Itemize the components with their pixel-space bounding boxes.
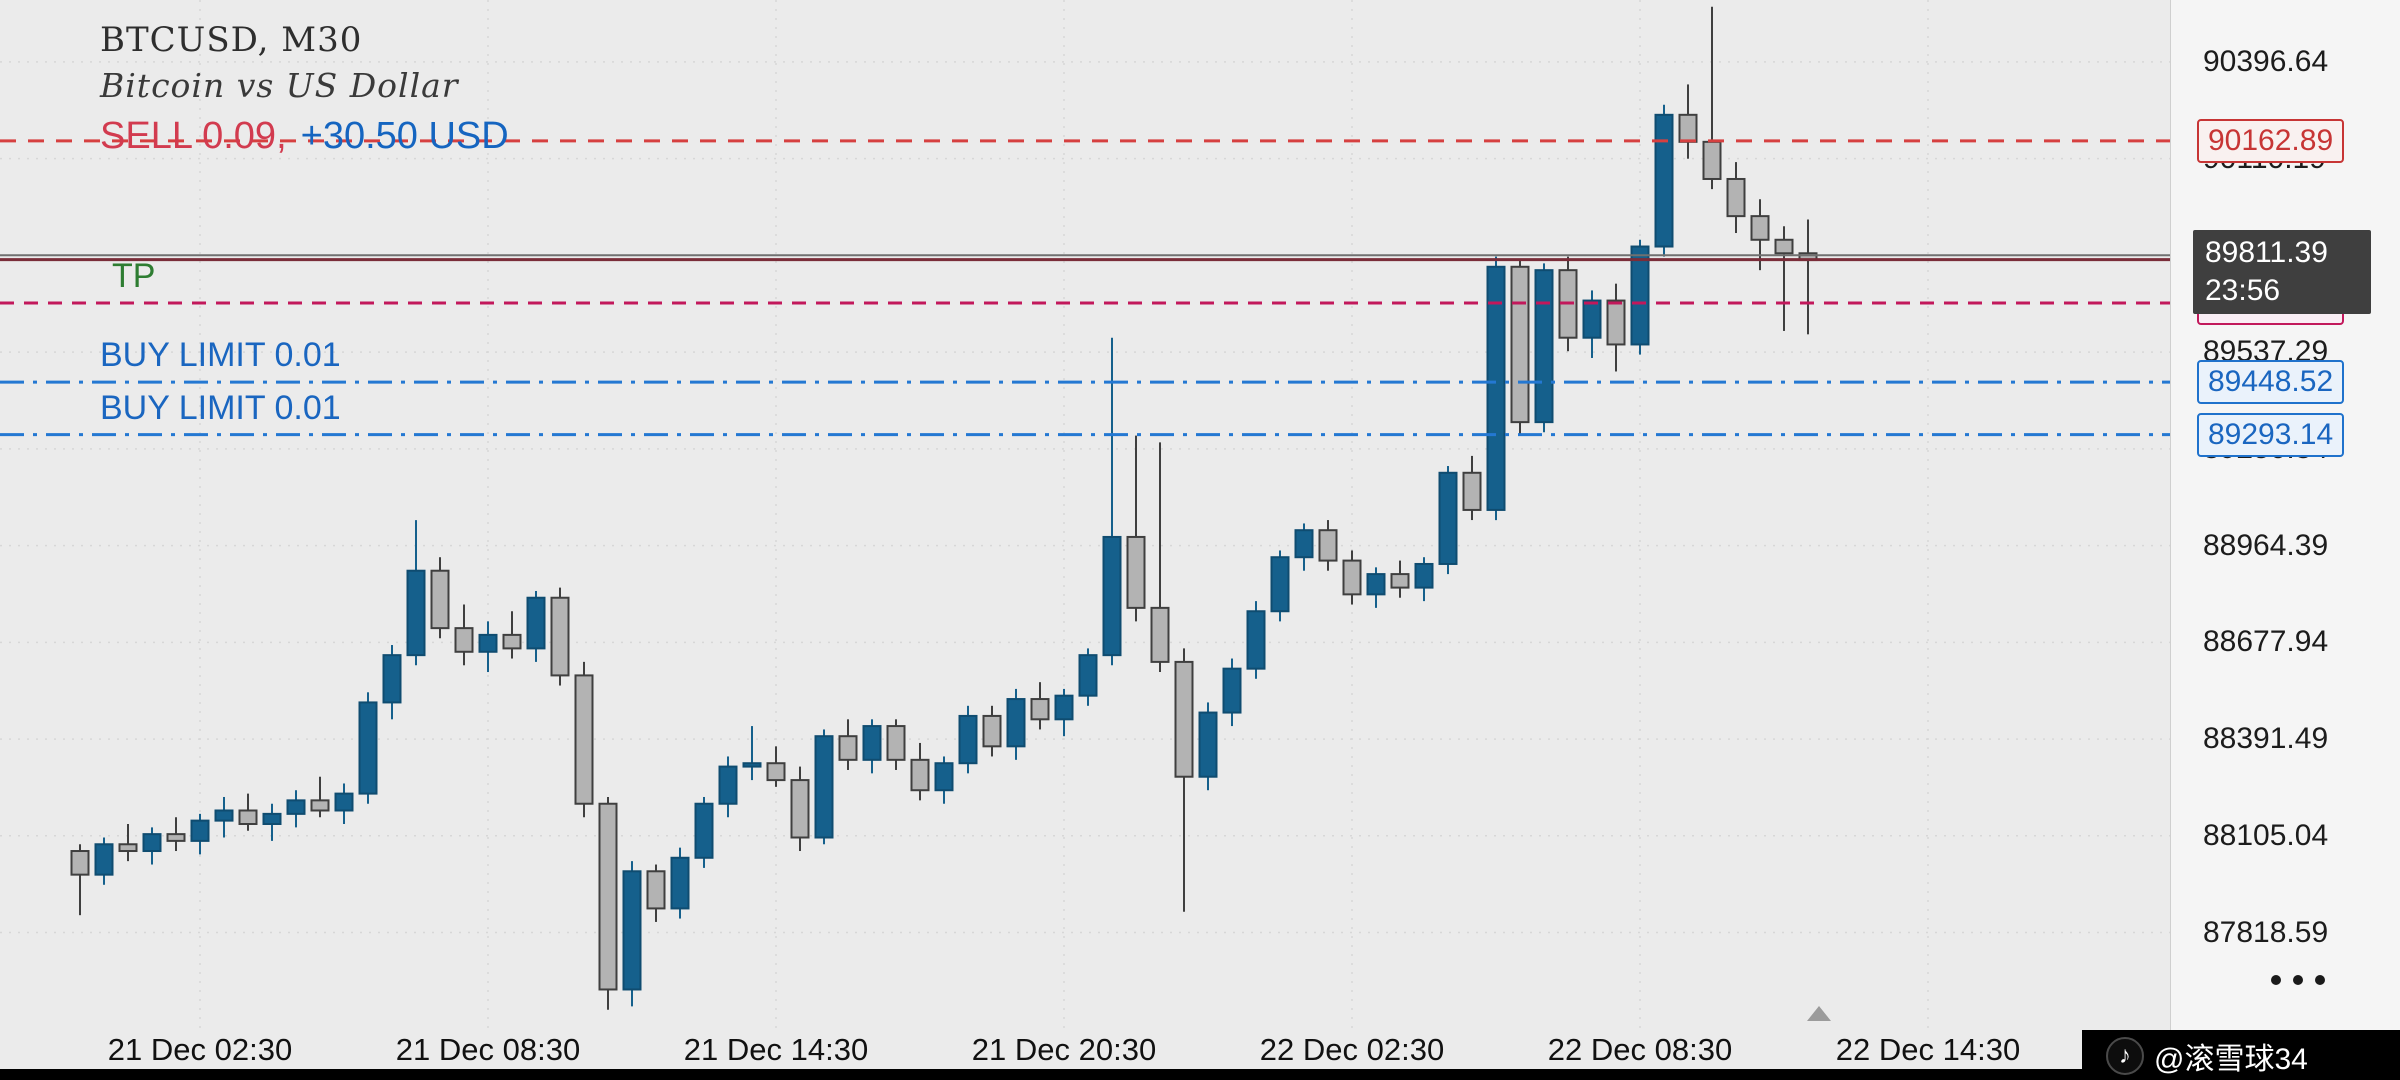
y-axis-label: 88105.04 bbox=[2203, 818, 2329, 852]
x-axis-label: 21 Dec 02:30 bbox=[107, 1032, 293, 1067]
position-side-volume: SELL 0.09, bbox=[100, 115, 287, 157]
x-axis-label: 21 Dec 14:30 bbox=[683, 1032, 869, 1067]
watermark-text: @滚雪球34 bbox=[2154, 1043, 2308, 1076]
buy-limit-2-label[interactable]: BUY LIMIT 0.01 bbox=[100, 388, 341, 427]
position-profit: +30.50 USD bbox=[300, 115, 509, 157]
y-axis-label: 88677.94 bbox=[2203, 625, 2329, 659]
tp-line-label[interactable]: TP bbox=[112, 257, 156, 296]
time-axis[interactable]: 21 Dec 02:30 21 Dec 08:30 21 Dec 14:30 21 D… bbox=[0, 1032, 2170, 1070]
y-axis-label: 88391.49 bbox=[2203, 722, 2329, 756]
symbol-title: BTCUSD, M30 bbox=[100, 20, 363, 60]
sell-open-price-badge: 90162.89 bbox=[2197, 118, 2345, 163]
y-axis-label: 90396.64 bbox=[2203, 44, 2329, 78]
bottom-bar bbox=[0, 1069, 2400, 1080]
x-axis-label: 22 Dec 08:30 bbox=[1547, 1032, 1733, 1067]
buy-limit-1-label[interactable]: BUY LIMIT 0.01 bbox=[100, 336, 341, 375]
y-axis-label: 87818.59 bbox=[2203, 915, 2329, 949]
current-price-badge: 89811.39 23:56 bbox=[2193, 229, 2371, 314]
watermark: ♪ @滚雪球34 bbox=[2106, 1034, 2308, 1078]
price-axis[interactable]: 87818.59 88105.04 88391.49 88677.94 88964.39… bbox=[2170, 0, 2400, 1080]
chart-header: BTCUSD, M30 Bitcoin vs US Dollar SELL 0.… bbox=[100, 20, 509, 158]
tiktok-logo-icon: ♪ bbox=[2106, 1037, 2144, 1075]
server-time: 23:56 bbox=[2205, 273, 2281, 307]
x-axis-label: 22 Dec 14:30 bbox=[1835, 1032, 2021, 1067]
y-axis-label: 88964.39 bbox=[2203, 528, 2329, 562]
last-bar-marker-icon[interactable] bbox=[1807, 1006, 1831, 1021]
symbol-description: Bitcoin vs US Dollar bbox=[100, 66, 459, 105]
candlestick-chart[interactable] bbox=[0, 0, 2170, 1030]
buy-limit-2-price-badge: 89293.14 bbox=[2197, 412, 2345, 457]
more-options-icon[interactable] bbox=[2271, 975, 2325, 985]
x-axis-label: 21 Dec 08:30 bbox=[395, 1032, 581, 1067]
bid-price: 89811.39 bbox=[2205, 235, 2328, 269]
x-axis-label: 21 Dec 20:30 bbox=[971, 1032, 1157, 1067]
buy-limit-1-price-badge: 89448.52 bbox=[2197, 360, 2345, 405]
x-axis-label: 22 Dec 02:30 bbox=[1259, 1032, 1445, 1067]
position-info[interactable]: SELL 0.09, +30.50 USD bbox=[100, 115, 509, 158]
